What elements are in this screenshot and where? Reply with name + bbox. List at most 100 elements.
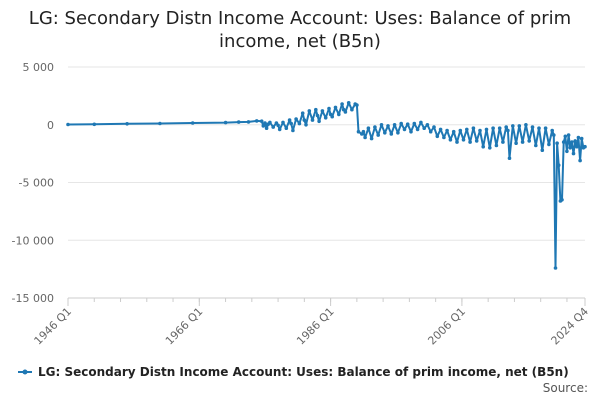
data-point[interactable]	[386, 124, 390, 128]
data-point[interactable]	[333, 105, 338, 110]
data-point[interactable]	[289, 121, 294, 126]
data-point[interactable]	[514, 141, 518, 145]
data-point[interactable]	[474, 139, 479, 143]
data-point[interactable]	[259, 119, 264, 123]
data-point[interactable]	[571, 151, 576, 156]
data-point[interactable]	[497, 126, 502, 130]
data-point[interactable]	[340, 102, 344, 106]
data-point[interactable]	[506, 128, 510, 133]
data-point[interactable]	[291, 128, 295, 133]
data-point[interactable]	[263, 121, 267, 125]
data-point[interactable]	[376, 133, 381, 137]
data-point[interactable]	[92, 122, 97, 127]
data-point[interactable]	[271, 125, 276, 129]
data-point[interactable]	[405, 122, 410, 126]
data-point[interactable]	[317, 119, 321, 124]
data-point[interactable]	[566, 133, 571, 137]
data-point[interactable]	[158, 121, 162, 126]
data-point[interactable]	[287, 118, 292, 122]
data-point[interactable]	[304, 123, 308, 127]
data-point[interactable]	[346, 101, 351, 105]
data-point[interactable]	[268, 120, 272, 125]
data-point[interactable]	[565, 149, 569, 154]
data-point[interactable]	[488, 146, 492, 150]
data-point[interactable]	[396, 131, 400, 135]
data-point[interactable]	[442, 135, 446, 140]
data-point[interactable]	[455, 140, 459, 144]
data-point[interactable]	[547, 142, 551, 147]
data-point[interactable]	[281, 120, 285, 125]
data-point[interactable]	[481, 144, 486, 149]
data-point[interactable]	[223, 120, 228, 125]
data-point[interactable]	[507, 156, 512, 160]
data-point[interactable]	[409, 129, 413, 134]
data-point[interactable]	[366, 126, 371, 130]
data-point[interactable]	[392, 123, 397, 127]
data-point[interactable]	[517, 124, 522, 128]
data-point[interactable]	[504, 125, 509, 129]
data-point[interactable]	[563, 134, 568, 139]
data-point[interactable]	[264, 126, 269, 130]
data-point[interactable]	[337, 112, 341, 117]
data-point[interactable]	[527, 139, 531, 143]
data-point[interactable]	[468, 140, 472, 144]
data-point[interactable]	[323, 116, 328, 120]
data-point[interactable]	[320, 109, 325, 113]
data-point[interactable]	[419, 120, 423, 125]
data-point[interactable]	[552, 133, 556, 137]
data-point[interactable]	[373, 125, 377, 129]
data-point[interactable]	[307, 109, 312, 113]
data-point[interactable]	[389, 132, 394, 136]
data-point[interactable]	[428, 129, 433, 134]
data-point[interactable]	[236, 120, 241, 124]
data-point[interactable]	[297, 121, 302, 126]
data-point[interactable]	[277, 127, 282, 132]
data-point[interactable]	[314, 107, 318, 112]
data-point[interactable]	[530, 125, 535, 129]
data-point[interactable]	[576, 135, 581, 140]
data-point[interactable]	[343, 110, 348, 114]
data-point[interactable]	[246, 120, 251, 124]
data-point[interactable]	[494, 143, 499, 148]
data-point[interactable]	[556, 163, 561, 167]
data-point[interactable]	[553, 266, 558, 270]
data-point[interactable]	[432, 125, 436, 129]
data-point[interactable]	[315, 113, 320, 118]
data-point[interactable]	[579, 136, 584, 141]
data-point[interactable]	[568, 146, 572, 150]
data-point[interactable]	[302, 118, 307, 122]
data-point[interactable]	[465, 127, 469, 132]
data-point[interactable]	[425, 123, 430, 127]
data-point[interactable]	[300, 111, 305, 115]
data-point[interactable]	[555, 141, 559, 145]
data-point[interactable]	[484, 127, 489, 132]
data-point[interactable]	[561, 140, 566, 144]
data-point[interactable]	[350, 107, 354, 112]
data-point[interactable]	[356, 129, 361, 134]
data-point[interactable]	[422, 126, 427, 130]
data-point[interactable]	[276, 123, 280, 128]
data-point[interactable]	[261, 124, 266, 128]
data-point[interactable]	[537, 126, 541, 130]
data-point[interactable]	[461, 138, 466, 142]
data-point[interactable]	[471, 126, 476, 130]
data-point[interactable]	[435, 134, 440, 139]
data-point[interactable]	[524, 123, 528, 127]
legend[interactable]: LG: Secondary Distn Income Account: Uses…	[18, 365, 569, 379]
data-point[interactable]	[543, 126, 548, 130]
data-point[interactable]	[254, 119, 259, 123]
data-point[interactable]	[383, 131, 387, 135]
data-point[interactable]	[379, 123, 384, 127]
data-point[interactable]	[310, 118, 315, 122]
data-point[interactable]	[438, 127, 443, 132]
data-point[interactable]	[66, 122, 70, 127]
data-point[interactable]	[369, 136, 374, 141]
data-point[interactable]	[412, 121, 417, 126]
data-point[interactable]	[415, 127, 420, 132]
data-point[interactable]	[327, 106, 331, 111]
data-point[interactable]	[520, 140, 525, 144]
data-point[interactable]	[560, 198, 564, 202]
data-point[interactable]	[511, 124, 515, 128]
data-point[interactable]	[361, 129, 366, 134]
data-point[interactable]	[190, 121, 195, 125]
